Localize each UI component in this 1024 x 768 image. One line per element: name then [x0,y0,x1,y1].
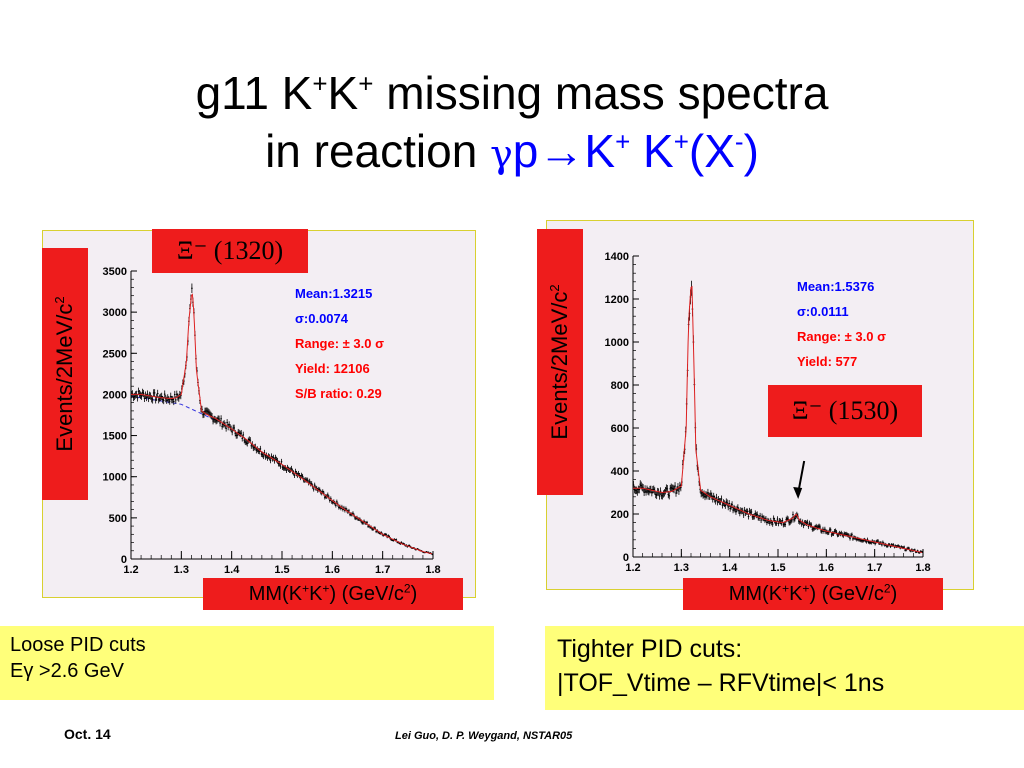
x-tick-label: 1.6 [819,562,834,574]
title-k1: K [584,125,616,177]
y-tick-label: 0 [623,552,629,564]
stat-yield: Yield: 12106 [295,361,370,376]
y-tick-label: 600 [611,423,629,435]
title-reaction-label: in reaction [265,125,491,177]
stat-range: Range: ± 3.0 σ [797,329,886,344]
x-tick-label: 1.5 [274,564,289,576]
title-proton: p [512,125,539,177]
left-xi-1320-tag: Ξ⁻ (1320) [152,229,308,273]
footer-authors: Lei Guo, D. P. Weygand, NSTAR05 [395,730,573,742]
stat-range: Range: ± 3.0 σ [295,336,384,351]
y-tick-label: 3000 [103,307,127,319]
histogram-points [130,283,434,556]
title-arrow: → [538,125,585,177]
right-ylabel-box: Events/2MeV/c2 [537,229,583,495]
stat-mean: Mean:1.3215 [295,286,372,301]
left-cuts-note: Loose PID cuts Eγ >2.6 GeV [0,626,494,700]
slide-title-line1: g11 K+K+ missing mass spectra [0,68,1024,118]
title-gamma: γ [490,132,513,176]
y-tick-label: 1200 [605,294,629,306]
x-tick-label: 1.3 [174,564,189,576]
right-cuts-note: Tighter PID cuts: |TOF_Vtime – RFVtime|<… [545,626,1024,710]
title-x-open: (X [688,125,735,177]
title-text-b: K [327,67,359,119]
fit-curve [131,293,433,555]
title-x-sup: - [734,126,744,157]
left-plot-frame: 0 500 1000 1500 2000 2500 3000 3500 1.2 1.3 1.4 1.5… [42,230,476,598]
y-tick-label: 3500 [103,266,127,278]
left-note-line2: Eγ >2.6 GeV [10,660,124,682]
x-tick-label: 1.8 [425,564,440,576]
x-tick-label: 1.3 [674,562,689,574]
y-tick-label: 0 [121,554,127,566]
x-tick-label: 1.2 [123,564,138,576]
title-k2: K [630,125,674,177]
stat-yield: Yield: 577 [797,354,857,369]
right-xlabel: MM(K+K+) (GeV/c2) [683,578,943,610]
y-tick-label: 800 [611,380,629,392]
y-tick-label: 400 [611,466,629,478]
y-tick-label: 1000 [605,337,629,349]
peak-arrow [797,460,806,494]
y-tick-label: 500 [109,513,127,525]
title-sup-b: + [358,68,374,99]
title-sup-a: + [312,68,328,99]
x-tick-label: 1.7 [375,564,390,576]
right-note-line2: |TOF_Vtime – RFVtime|< 1ns [557,669,885,697]
fit-curve [633,285,923,553]
left-ylabel: Events/2MeV/c2 [51,296,78,452]
background-fit-line [130,395,217,422]
stat-sb: S/B ratio: 0.29 [295,386,382,401]
stat-mean: Mean:1.5376 [797,279,874,294]
title-x-close: ) [743,125,759,177]
left-xlabel: MM(K+K+) (GeV/c2) [203,578,463,610]
left-plot-svg: 0 500 1000 1500 2000 2500 3000 3500 1.2 1.3 1.4 1.5… [103,266,441,576]
left-ylabel-box: Events/2MeV/c2 [42,248,88,500]
y-tick-label: 1500 [103,431,127,443]
peak-arrow-head [793,487,803,499]
y-tick-label: 2500 [103,348,127,360]
title-k1-sup: + [615,126,631,157]
stat-sigma: σ:0.0074 [295,311,349,326]
x-tick-label: 1.7 [867,562,882,574]
x-tick-label: 1.8 [915,562,930,574]
x-tick-label: 1.6 [325,564,340,576]
title-text-a: g11 K [195,67,313,119]
x-tick-label: 1.2 [625,562,640,574]
right-plot-svg: 0 200 400 600 800 1000 1200 1400 1.2 1.3 1.4 1.5 1.6… [605,251,931,574]
slide-title-line2: in reaction γp→K+ K+(X-) [0,126,1024,179]
stat-sigma: σ:0.0111 [797,304,849,319]
right-ylabel: Events/2MeV/c2 [546,284,573,440]
title-text-c: missing mass spectra [373,67,829,119]
left-note-line1: Loose PID cuts [10,634,146,656]
right-note-line1: Tighter PID cuts: [557,635,743,663]
x-tick-label: 1.4 [224,564,240,576]
footer-date: Oct. 14 [64,726,111,742]
right-plot-frame: 0 200 400 600 800 1000 1200 1400 1.2 1.3 1.4 1.5 1.6… [546,220,974,590]
y-tick-label: 200 [611,509,629,521]
y-tick-label: 1000 [103,472,127,484]
title-k2-sup: + [673,126,689,157]
x-tick-label: 1.5 [770,562,785,574]
right-xi-1530-tag: Ξ⁻ (1530) [768,385,922,437]
y-tick-label: 2000 [103,389,127,401]
y-tick-label: 1400 [605,251,629,263]
x-tick-label: 1.4 [722,562,738,574]
